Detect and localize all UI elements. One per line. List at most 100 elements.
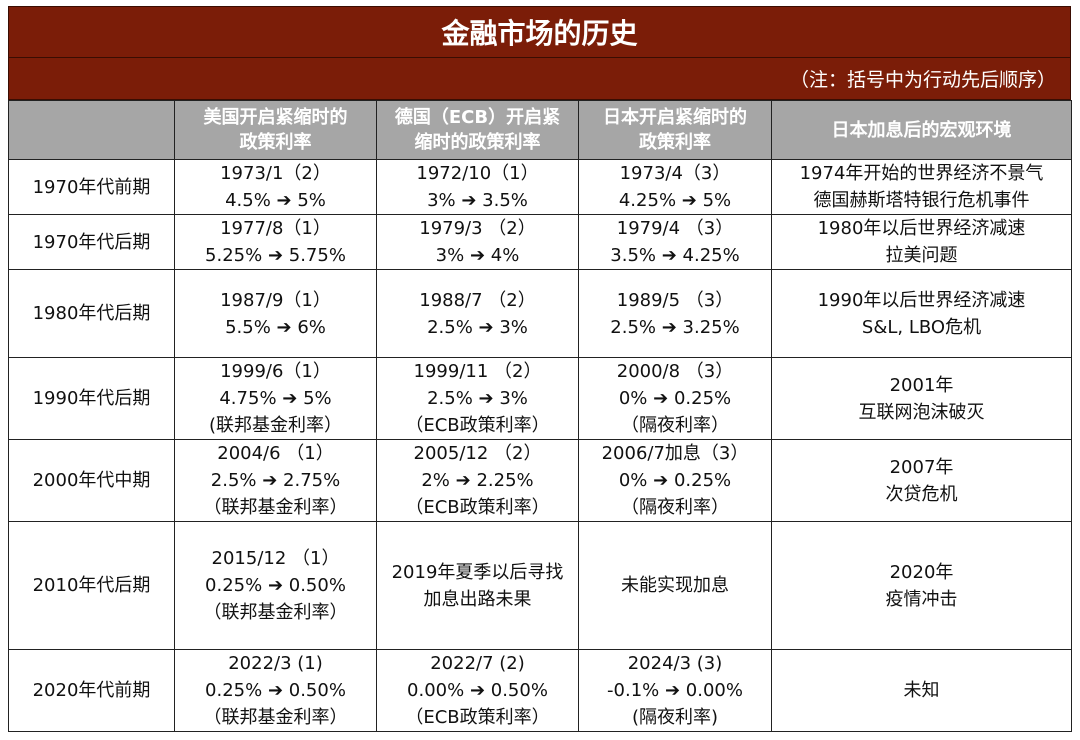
jp-cell-line: 3.5% ➔ 4.25%: [610, 245, 740, 266]
de-cell-line: 2022/7 (2): [430, 653, 525, 674]
de-cell: 2005/12 （2） 2% ➔ 2.25% （ECB政策利率）: [376, 439, 579, 522]
header-cell-env: 日本加息后的宏观环境: [771, 100, 1072, 160]
us-cell: 1977/8（1） 5.25% ➔ 5.75%: [174, 214, 377, 270]
us-cell-line: 5.5% ➔ 6%: [225, 316, 326, 338]
table-row: 2000年代中期 2004/6 （1） 2.5% ➔ 2.75% （联邦基金利率） 20…: [8, 439, 1072, 522]
env-cell-line: 互联网泡沫破灭: [858, 401, 985, 423]
us-cell-line: 1999/6（1）: [220, 361, 331, 382]
table-note: （注：括号中为行动先后顺序）: [8, 58, 1071, 100]
us-cell: 1987/9（1） 5.5% ➔ 6%: [174, 269, 377, 358]
jp-cell-line: 0% ➔ 0.25%: [618, 470, 732, 491]
us-cell: 2015/12 （1） 0.25% ➔ 0.50% （联邦基金利率）: [174, 521, 377, 650]
env-cell-line: 1990年以后世界经济减速: [817, 289, 1026, 311]
jp-cell-line: 0% ➔ 0.25%: [618, 388, 732, 409]
period-cell: 1990年代后期: [8, 357, 175, 440]
us-cell: 2004/6 （1） 2.5% ➔ 2.75% （联邦基金利率）: [174, 439, 377, 522]
de-cell-line: 3% ➔ 3.5%: [427, 190, 528, 211]
env-cell-line: 2020年: [889, 561, 954, 583]
de-cell: 1988/7 （2） 2.5% ➔ 3%: [376, 269, 579, 358]
env-cell-line: 1980年以后世界经济减速: [817, 218, 1026, 239]
de-cell-line: 加息出路未果: [423, 588, 532, 610]
de-cell-line: 2% ➔ 2.25%: [421, 470, 534, 491]
de-cell: 1999/11 （2） 2.5% ➔ 3% （ECB政策利率）: [376, 357, 579, 440]
us-cell-line: 1987/9（1）: [220, 289, 331, 311]
jp-cell-line: 2.5% ➔ 3.25%: [610, 316, 740, 338]
us-cell-line: 2.5% ➔ 2.75%: [210, 470, 341, 491]
us-cell-line: 1973/1（2）: [220, 163, 331, 184]
period-cell: 2020年代前期: [8, 649, 175, 732]
env-cell-line: S&L, LBO危机: [861, 316, 982, 338]
us-cell-line: (联邦基金利率）: [208, 415, 343, 436]
jp-cell-line: 1973/4（3）: [619, 163, 731, 184]
history-table: 美国开启紧缩时的 政策利率 德国（ECB）开启紧 缩时的政策利率 日本开启紧缩时…: [8, 100, 1072, 732]
table-row: 1980年代后期 1987/9（1） 5.5% ➔ 6% 1988/7 （2） 2.5%…: [8, 269, 1072, 358]
us-cell-line: （联邦基金利率）: [203, 602, 348, 623]
env-cell-line: 拉美问题: [885, 245, 958, 266]
env-cell: 未知: [771, 649, 1072, 732]
env-cell-line: 疫情冲击: [885, 588, 958, 610]
us-cell-line: 2004/6 （1）: [217, 443, 334, 464]
env-cell: 1990年以后世界经济减速 S&L, LBO危机: [771, 269, 1072, 358]
us-cell: 1973/1（2） 4.5% ➔ 5%: [174, 159, 377, 215]
jp-cell-line: -0.1% ➔ 0.00%: [607, 680, 743, 701]
us-cell-line: 5.25% ➔ 5.75%: [205, 245, 346, 266]
period-cell: 1980年代后期: [8, 269, 175, 358]
env-cell-line: 2001年: [889, 374, 954, 396]
jp-cell-line: 4.25% ➔ 5%: [618, 190, 732, 211]
jp-cell-line: 1979/4 （3）: [616, 218, 734, 239]
de-cell-line: 2.5% ➔ 3%: [427, 316, 528, 338]
table-row: 2010年代后期 2015/12 （1） 0.25% ➔ 0.50% （联邦基金利率）…: [8, 521, 1072, 650]
us-cell-line: （联邦基金利率）: [203, 497, 348, 518]
de-cell-line: 3% ➔ 4%: [435, 245, 520, 266]
us-cell-line: 2015/12 （1）: [211, 548, 340, 569]
us-cell-line: 4.5% ➔ 5%: [225, 190, 326, 211]
jp-cell: 2024/3 (3) -0.1% ➔ 0.00% (隔夜利率): [578, 649, 772, 732]
period-cell: 2010年代后期: [8, 521, 175, 650]
de-cell-line: 2005/12 （2）: [413, 443, 542, 464]
us-cell-line: 2022/3 (1): [228, 653, 323, 674]
period-cell: 1970年代后期: [8, 214, 175, 270]
table-row: 1990年代后期 1999/6（1） 4.75% ➔ 5% (联邦基金利率） 1999/…: [8, 357, 1072, 440]
us-cell-line: 4.75% ➔ 5%: [219, 388, 332, 409]
us-cell: 1999/6（1） 4.75% ➔ 5% (联邦基金利率）: [174, 357, 377, 440]
jp-cell-line: 2000/8 （3）: [616, 361, 734, 382]
us-cell-line: （联邦基金利率）: [203, 707, 348, 728]
jp-cell-line: （隔夜利率）: [621, 415, 729, 436]
env-cell: 1974年开始的世界经济不景气 德国赫斯塔特银行危机事件: [771, 159, 1072, 215]
env-cell: 2007年次贷危机: [771, 439, 1072, 522]
de-cell-line: （ECB政策利率）: [405, 415, 550, 436]
jp-cell-line: （隔夜利率）: [621, 497, 729, 518]
de-cell-line: 2019年夏季以后寻找: [391, 561, 564, 583]
table-row: 2020年代前期 2022/3 (1) 0.25% ➔ 0.50% （联邦基金利率） 2…: [8, 649, 1072, 732]
jp-cell-line: (隔夜利率): [631, 707, 719, 728]
jp-cell-line: 2006/7加息（3）: [601, 443, 749, 464]
de-cell: 1979/3 （2） 3% ➔ 4%: [376, 214, 579, 270]
env-cell-line: 次贷危机: [885, 483, 958, 505]
de-cell-line: 2.5% ➔ 3%: [427, 388, 528, 409]
de-cell: 2019年夏季以后寻找 加息出路未果: [376, 521, 579, 650]
de-cell: 2022/7 (2) 0.00% ➔ 0.50% （ECB政策利率）: [376, 649, 579, 732]
jp-cell: 1973/4（3） 4.25% ➔ 5%: [578, 159, 772, 215]
jp-cell: 未能实现加息: [578, 521, 772, 650]
header-cell-us: 美国开启紧缩时的 政策利率: [174, 100, 377, 160]
us-cell-line: 1977/8（1）: [220, 218, 331, 239]
header-cell-period: [8, 100, 175, 160]
jp-cell-line: 2024/3 (3): [627, 653, 723, 674]
env-cell-line: 1974年开始的世界经济不景气: [799, 163, 1044, 184]
table-body: 1970年代前期 1973/1（2） 4.5% ➔ 5% 1972/10（1） 3% ➔…: [8, 159, 1072, 732]
period-cell: 1970年代前期: [8, 159, 175, 215]
table-row: 1970年代后期 1977/8（1） 5.25% ➔ 5.75% 1979/3 （2）…: [8, 214, 1072, 270]
env-cell: 2020年疫情冲击: [771, 521, 1072, 650]
de-cell-line: （ECB政策利率）: [405, 497, 550, 518]
table-row: 1970年代前期 1973/1（2） 4.5% ➔ 5% 1972/10（1） 3% ➔…: [8, 159, 1072, 215]
env-cell: 1980年以后世界经济减速 拉美问题: [771, 214, 1072, 270]
de-cell-line: 1979/3 （2）: [419, 218, 536, 239]
env-cell: 2001年互联网泡沫破灭: [771, 357, 1072, 440]
jp-cell: 2006/7加息（3） 0% ➔ 0.25% （隔夜利率）: [578, 439, 772, 522]
jp-cell: 1979/4 （3） 3.5% ➔ 4.25%: [578, 214, 772, 270]
table-title: 金融市场的历史: [8, 6, 1071, 58]
env-cell-line: 2007年: [889, 456, 954, 478]
jp-cell: 1989/5 （3） 2.5% ➔ 3.25%: [578, 269, 772, 358]
de-cell-line: （ECB政策利率）: [405, 707, 550, 728]
jp-cell-line: 1989/5 （3）: [616, 289, 734, 311]
